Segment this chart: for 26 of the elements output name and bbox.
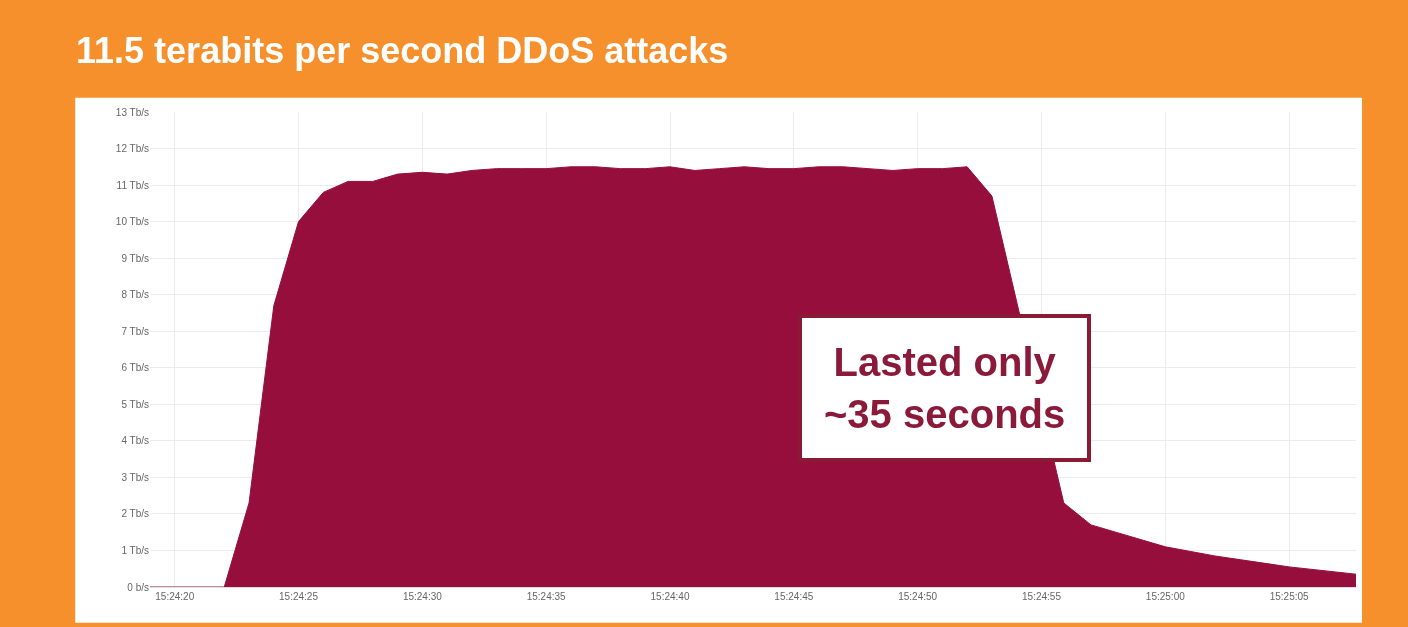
x-tick-label: 15:24:40 — [650, 591, 690, 602]
x-tick-label: 15:24:25 — [279, 591, 319, 602]
y-tick-label: 9 Tb/s — [121, 252, 149, 264]
y-tick-label: 6 Tb/s — [121, 362, 149, 374]
x-tick-label: 15:24:20 — [155, 591, 195, 602]
x-tick-label: 15:24:55 — [1022, 591, 1062, 602]
y-tick-label: 8 Tb/s — [121, 289, 149, 301]
y-tick-label: 2 Tb/s — [121, 508, 149, 520]
y-tick-label: 11 Tb/s — [116, 179, 149, 191]
y-tick-label: 13 Tb/s — [115, 106, 149, 118]
x-tick-label: 15:24:35 — [526, 591, 567, 602]
x-tick-label: 15:25:00 — [1145, 591, 1186, 602]
y-tick-label: 12 Tb/s — [115, 143, 149, 155]
y-tick-label: 0 b/s — [127, 581, 149, 593]
y-tick-label: 1 Tb/s — [121, 544, 149, 556]
x-tick-label: 15:24:30 — [402, 591, 443, 602]
y-tick-label: 5 Tb/s — [121, 398, 149, 410]
y-tick-label: 3 Tb/s — [121, 471, 149, 483]
y-tick-label: 7 Tb/s — [121, 325, 149, 337]
chart-title: 11.5 terabits per second DDoS attacks — [76, 29, 729, 71]
y-tick-label: 10 Tb/s — [115, 216, 149, 228]
x-tick-label: 15:25:05 — [1269, 591, 1310, 602]
y-tick-label: 4 Tb/s — [121, 435, 149, 447]
annotation: Lasted only ~35 seconds — [824, 340, 1066, 436]
x-tick-label: 15:24:50 — [898, 591, 938, 602]
x-tick-label: 15:24:45 — [774, 591, 814, 602]
